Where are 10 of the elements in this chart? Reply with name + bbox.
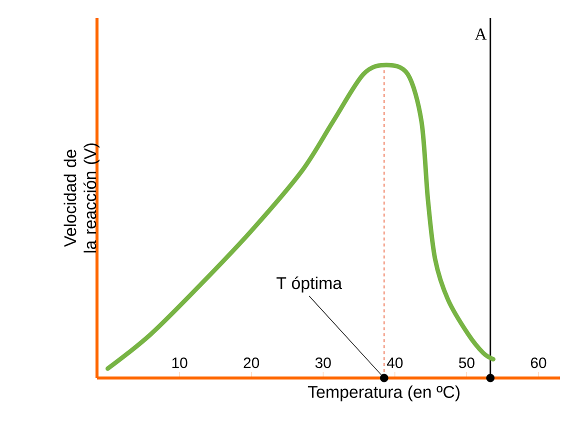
x-tick-label: 60 <box>530 358 546 368</box>
annotation: T óptima <box>276 276 342 292</box>
x-tick-label: 50 <box>458 358 474 368</box>
x-axis-title: Temperatura (en ºC) <box>308 386 460 402</box>
y-axis-title: Velocidad de la reacción (V) <box>64 144 100 252</box>
ref-line-label: A <box>474 28 487 40</box>
x-tick-label: 40 <box>386 358 403 368</box>
x-tick-label: 20 <box>244 358 260 368</box>
x-tick-label: 10 <box>172 358 188 368</box>
x-tick-label: 30 <box>315 358 331 368</box>
